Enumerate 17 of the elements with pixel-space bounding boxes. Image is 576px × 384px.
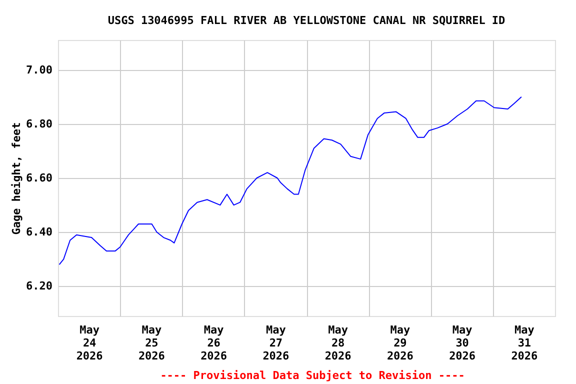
y-tick-label: 6.20 [26,280,52,293]
y-tick-label: 7.00 [26,63,52,76]
x-tick-label: May 24 2026 [76,324,104,362]
x-tick-label: May 25 2026 [138,324,166,362]
line-series [58,96,522,266]
x-tick-label: May 27 2026 [262,324,290,362]
y-tick-label: 6.80 [26,117,52,130]
x-tick-label: May 26 2026 [200,324,228,362]
x-tick-label: May 28 2026 [324,324,352,362]
text: ---- Provisional Data Subject to Revision ---- [160,369,465,382]
x-tick-label: May 31 2026 [511,324,538,362]
y-tick-label: 6.60 [26,172,52,184]
chart-title: USGS 13046995 FALL RIVER AB YELLOWSTONE CANAL NR SQUIRREL ID [108,14,506,27]
x-tick-label: May 29 2026 [386,324,414,362]
y-axis-title: Gage height, feet [10,122,24,235]
x-tick-label: May 30 2026 [449,324,476,362]
y-tick-label: 6.40 [26,226,52,239]
